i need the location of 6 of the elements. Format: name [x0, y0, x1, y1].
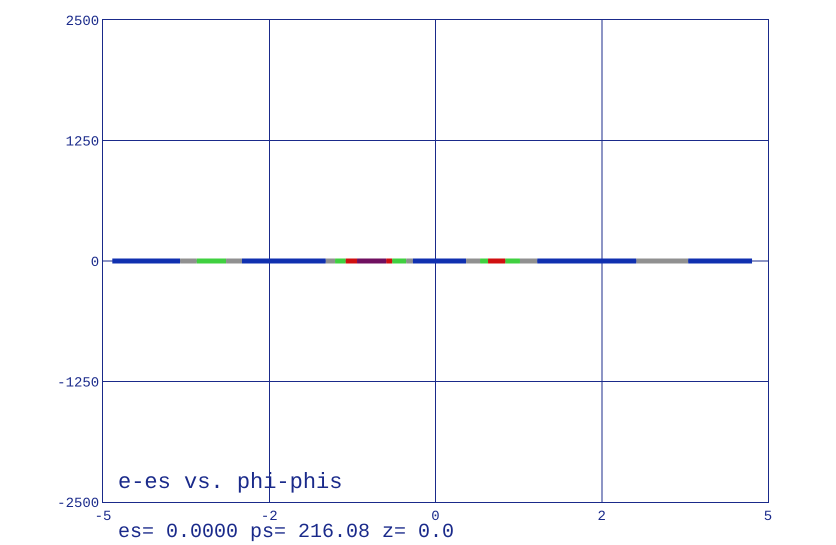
x-tick-label: 5	[764, 508, 772, 525]
y-tick-label: 1250	[66, 134, 100, 150]
y-tick-label: 0	[90, 254, 100, 271]
x-tick-label: 2	[598, 508, 606, 525]
y-tick-label: -1250	[57, 375, 100, 392]
y-tick-label: 2500	[66, 14, 100, 30]
